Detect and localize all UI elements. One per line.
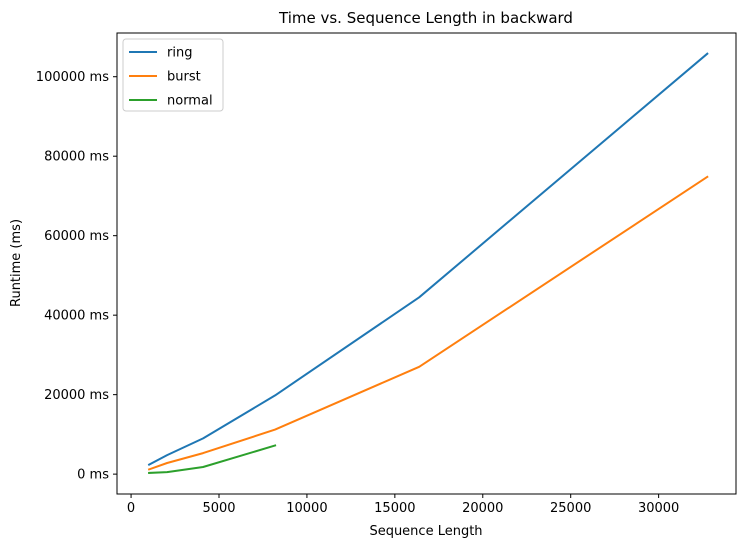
x-tick-label: 25000 (550, 501, 591, 516)
y-tick-label: 20000 ms (44, 388, 109, 403)
series-line-normal (148, 444, 277, 474)
y-tick-label: 0 ms (77, 468, 109, 483)
legend-label-ring: ring (167, 46, 192, 61)
x-tick-label: 20000 (462, 501, 503, 516)
series-line-burst (147, 175, 709, 471)
legend-label-normal: normal (167, 94, 213, 109)
x-tick-label: 30000 (638, 501, 679, 516)
legend-label-burst: burst (167, 70, 201, 85)
x-axis-label: Sequence Length (369, 524, 482, 539)
x-tick-label: 0 (127, 501, 135, 516)
y-tick-label: 80000 ms (44, 150, 109, 165)
y-axis-label: Runtime (ms) (9, 219, 24, 307)
x-tick-label: 10000 (286, 501, 327, 516)
legend-box (122, 38, 224, 112)
axes-frame (116, 32, 737, 495)
series-line-ring (147, 52, 709, 466)
legend: ring burst normal (122, 38, 224, 112)
plot-area: 0 5000 10000 15000 20000 25000 30000 0 ms 20000 … (36, 32, 737, 516)
x-tick-label: 15000 (374, 501, 415, 516)
y-tick-label: 40000 ms (44, 309, 109, 324)
x-tick-label: 5000 (202, 501, 235, 516)
chart-title: Time vs. Sequence Length in backward (278, 9, 573, 27)
y-tick-label: 100000 ms (36, 70, 109, 85)
y-tick-label: 60000 ms (44, 229, 109, 244)
